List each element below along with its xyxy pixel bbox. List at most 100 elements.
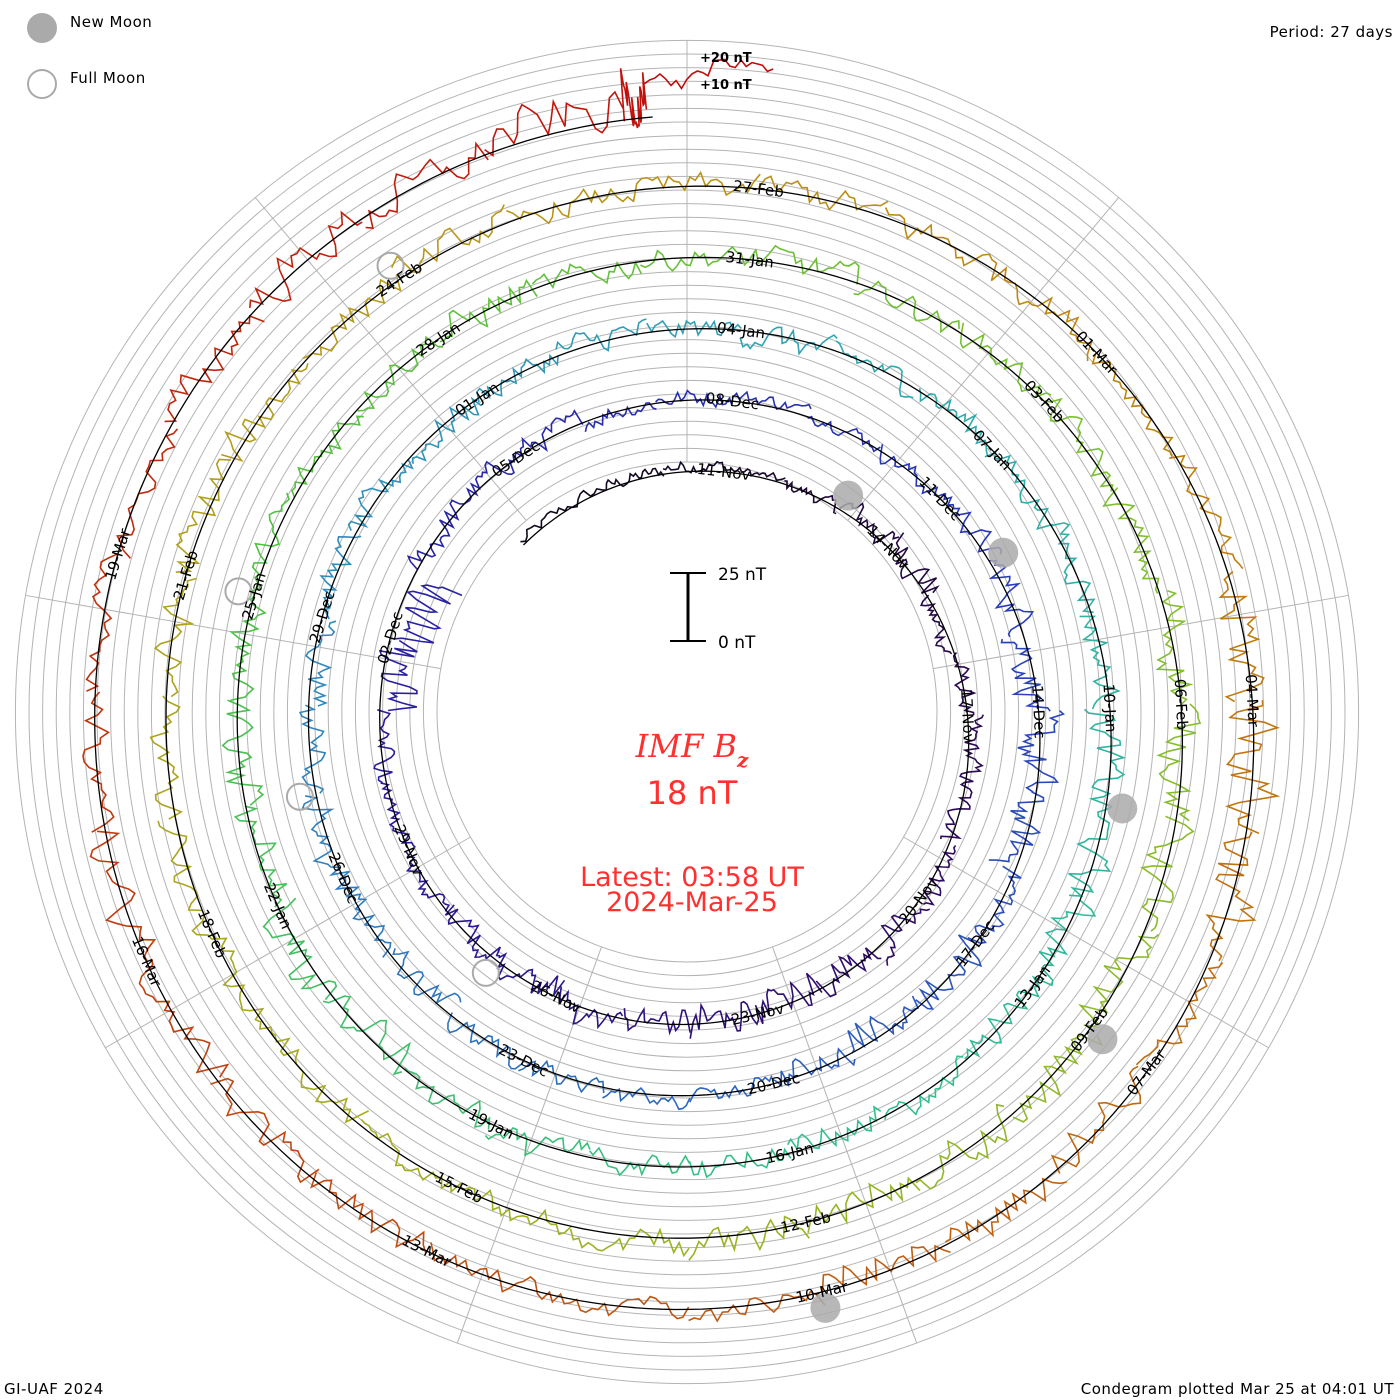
bz-trace-day: [1218, 570, 1265, 703]
date-label: 05-Dec: [489, 437, 544, 481]
bz-trace-day: [632, 170, 761, 203]
date-label: 15-Feb: [432, 1168, 486, 1207]
new-moon-legend-label: New Moon: [70, 13, 153, 31]
bz-trace-day: [784, 480, 837, 515]
bz-trace-day: [233, 805, 288, 908]
bz-trace-day: [689, 1075, 773, 1103]
scale-bottom-label: 0 nT: [718, 633, 756, 653]
bz-trace-day: [605, 467, 665, 491]
bz-trace-day: [558, 986, 624, 1030]
bz-trace-day: [640, 245, 751, 272]
bz-trace-day: [302, 274, 402, 360]
bz-trace-day: [879, 444, 946, 497]
full-moon-legend-icon: [27, 69, 57, 99]
bz-trace-day: [655, 389, 733, 409]
bz-trace-day: [392, 948, 462, 1005]
date-label: 26-Dec: [325, 850, 362, 906]
bz-trace-day: [520, 488, 607, 543]
bz-trace-day: [689, 1000, 760, 1039]
grid-radial-line: [254, 196, 527, 521]
bz-trace-day: [732, 390, 812, 411]
bz-trace-day: [514, 409, 584, 458]
scale-top-label: 25 nT: [718, 565, 767, 585]
bz-trace-day: [229, 595, 267, 702]
center-title-main: IMF B: [635, 727, 737, 765]
bz-trace-day: [378, 639, 418, 712]
bz-trace-day: [221, 363, 309, 463]
bz-trace-day: [967, 865, 1022, 945]
bz-trace-day: [952, 652, 977, 716]
bz-trace-day: [373, 709, 396, 784]
date-label: 16-Mar: [128, 934, 166, 990]
period-label: Period: 27 days: [1269, 23, 1393, 41]
date-label: 14-Dec: [1028, 685, 1049, 739]
new-moon-marker: [988, 537, 1019, 568]
bz-trace-day: [154, 577, 197, 698]
bz-trace-day: [1000, 638, 1051, 712]
date-label: 04-Mar: [1242, 674, 1263, 729]
bz-trace-day: [347, 458, 414, 531]
bz-trace-day: [964, 987, 1040, 1060]
bz-trace-day: [984, 451, 1054, 531]
bz-trace-day: [360, 1118, 462, 1194]
bz-trace-day: [584, 402, 657, 432]
bz-trace-day: [149, 695, 184, 820]
bz-trace-day: [439, 278, 538, 343]
bz-trace-day: [619, 68, 648, 129]
grid-radial-line: [933, 594, 1349, 670]
bz-trace-day: [274, 1036, 370, 1124]
bz-trace-day: [406, 500, 460, 570]
bz-trace-day: [940, 780, 974, 840]
bz-trace-day: [1205, 831, 1257, 962]
bz-trace-day: [739, 326, 838, 356]
bz-trace-day: [116, 428, 179, 559]
bz-trace-day: [1169, 454, 1244, 570]
date-label: 10-Jan: [1100, 683, 1121, 732]
date-label: 17-Nov: [957, 688, 978, 743]
date-label: 16-Jan: [764, 1139, 815, 1167]
bz-trace-day: [249, 210, 363, 308]
bz-trace-day: [920, 594, 953, 655]
bz-trace-day: [390, 204, 505, 274]
bz-trace-day: [430, 1242, 554, 1304]
bz-trace-day: [1044, 397, 1114, 492]
bz-trace-day: [1156, 703, 1202, 822]
bz-trace-day: [484, 90, 624, 158]
date-label: 14-Nov: [863, 522, 913, 574]
bz-trace-day: [210, 1077, 320, 1184]
bz-trace-day: [305, 620, 337, 707]
bz-trace-day: [164, 314, 265, 423]
bz-trace-day: [1140, 815, 1195, 932]
date-label: 31-Jan: [725, 248, 775, 272]
bz-trace-day: [365, 141, 489, 229]
bz-trace-day: [458, 1185, 572, 1236]
bz-trace-day: [221, 699, 265, 806]
bz-trace-day: [555, 318, 647, 352]
footer-plot-time: Condegram plotted Mar 25 at 04:01 UT: [1080, 1380, 1394, 1398]
full-moon-marker: [471, 958, 500, 987]
date-label: 25-Jan: [238, 570, 269, 622]
bz-trace-day: [959, 714, 985, 782]
bz-trace-day: [1017, 710, 1065, 793]
grid-circle: [341, 366, 1033, 1058]
bz-trace-day: [85, 553, 118, 692]
footer-credit: GI-UAF 2024: [4, 1380, 104, 1398]
date-label: 13-Mar: [399, 1231, 455, 1271]
bz-trace-day: [1050, 522, 1096, 614]
bz-trace-day: [1050, 1065, 1142, 1174]
bz-trace-day: [915, 934, 983, 1010]
latest-date: 2024-Mar-25: [606, 887, 778, 918]
date-label: 03-Feb: [1020, 377, 1068, 427]
latest-time: Latest: 03:58 UT: [580, 862, 804, 893]
bz-trace-day: [82, 691, 115, 833]
baseline-spiral-group: [94, 116, 1255, 1311]
bz-trace-day: [484, 1127, 591, 1157]
full-moon-marker: [285, 782, 314, 811]
bz-trace-day: [880, 908, 931, 966]
bz-trace-day: [1012, 1034, 1104, 1123]
bz-trace-day: [815, 947, 882, 998]
grid-radial-line: [847, 196, 1120, 521]
bz-trace-day: [853, 280, 960, 334]
bz-trace-day: [250, 492, 290, 597]
date-label: 04-Jan: [716, 319, 766, 343]
